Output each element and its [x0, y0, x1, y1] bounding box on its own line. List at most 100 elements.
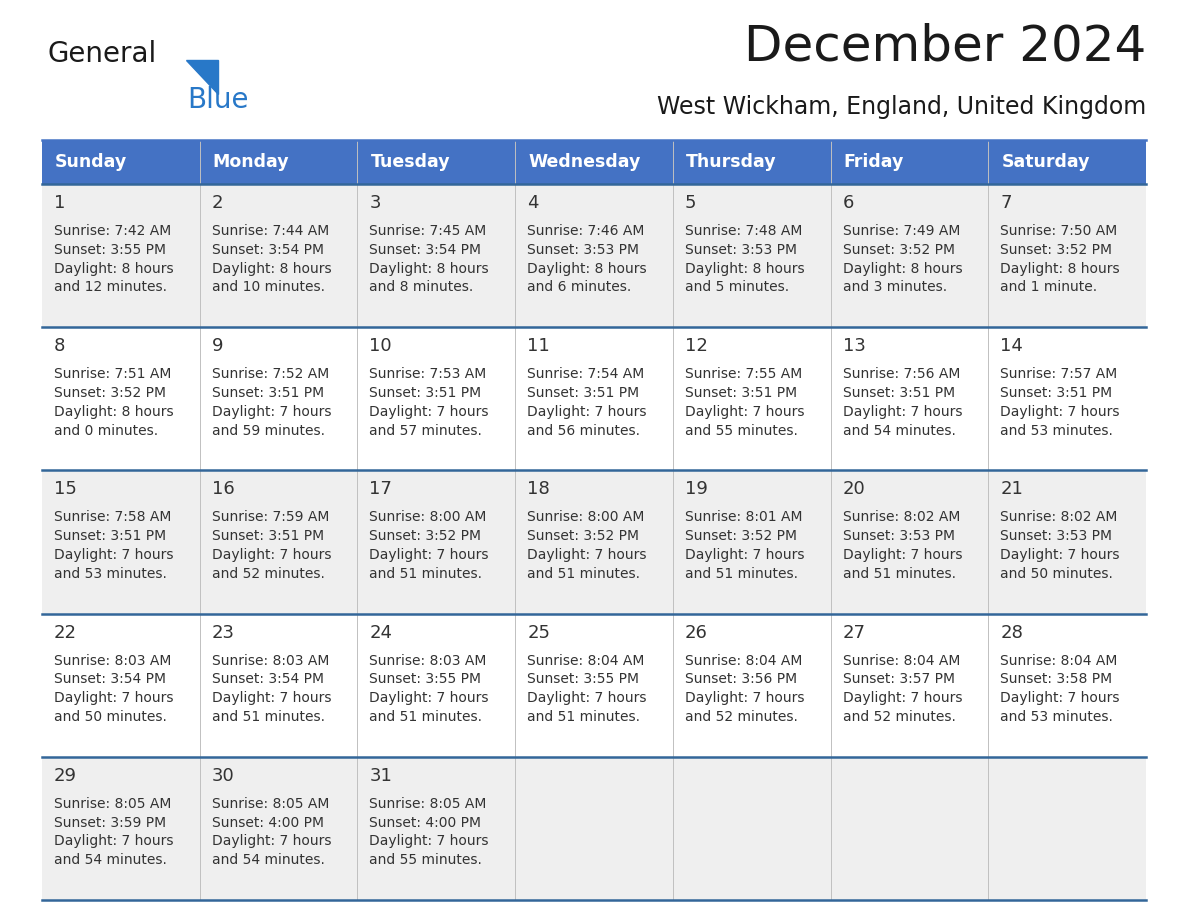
Text: Sunrise: 7:44 AM: Sunrise: 7:44 AM	[211, 224, 329, 238]
Text: Sunrise: 8:00 AM: Sunrise: 8:00 AM	[369, 510, 487, 524]
Text: 5: 5	[684, 194, 696, 212]
Text: Sunrise: 7:59 AM: Sunrise: 7:59 AM	[211, 510, 329, 524]
Text: Sunset: 3:55 PM: Sunset: 3:55 PM	[369, 672, 481, 687]
Text: Sunset: 3:59 PM: Sunset: 3:59 PM	[53, 815, 166, 830]
Text: and 3 minutes.: and 3 minutes.	[842, 280, 947, 295]
Text: Daylight: 7 hours: Daylight: 7 hours	[684, 691, 804, 705]
Text: Sunset: 4:00 PM: Sunset: 4:00 PM	[211, 815, 323, 830]
Text: Sunset: 3:58 PM: Sunset: 3:58 PM	[1000, 672, 1112, 687]
Text: and 57 minutes.: and 57 minutes.	[369, 423, 482, 438]
Text: Sunrise: 8:02 AM: Sunrise: 8:02 AM	[842, 510, 960, 524]
Text: Sunrise: 7:57 AM: Sunrise: 7:57 AM	[1000, 367, 1118, 381]
Text: Daylight: 8 hours: Daylight: 8 hours	[1000, 262, 1120, 275]
Text: Sunrise: 8:05 AM: Sunrise: 8:05 AM	[369, 797, 487, 811]
Text: Daylight: 7 hours: Daylight: 7 hours	[211, 405, 331, 419]
Text: 29: 29	[53, 767, 77, 785]
Text: Sunset: 3:52 PM: Sunset: 3:52 PM	[527, 529, 639, 543]
Text: Daylight: 8 hours: Daylight: 8 hours	[369, 262, 489, 275]
Text: Daylight: 7 hours: Daylight: 7 hours	[1000, 405, 1120, 419]
Text: Sunset: 3:52 PM: Sunset: 3:52 PM	[369, 529, 481, 543]
Text: and 54 minutes.: and 54 minutes.	[53, 853, 166, 868]
Text: Sunset: 3:51 PM: Sunset: 3:51 PM	[684, 386, 797, 400]
Text: 25: 25	[527, 623, 550, 642]
Text: Sunrise: 7:53 AM: Sunrise: 7:53 AM	[369, 367, 487, 381]
Text: 28: 28	[1000, 623, 1023, 642]
Text: and 1 minute.: and 1 minute.	[1000, 280, 1098, 295]
Text: and 12 minutes.: and 12 minutes.	[53, 280, 168, 295]
Text: Wednesday: Wednesday	[529, 153, 640, 171]
Text: Sunset: 3:54 PM: Sunset: 3:54 PM	[53, 672, 166, 687]
Text: and 50 minutes.: and 50 minutes.	[1000, 566, 1113, 581]
Text: Daylight: 7 hours: Daylight: 7 hours	[369, 834, 489, 848]
Text: and 52 minutes.: and 52 minutes.	[842, 710, 955, 724]
Text: 24: 24	[369, 623, 392, 642]
Text: and 0 minutes.: and 0 minutes.	[53, 423, 158, 438]
Text: Sunset: 3:52 PM: Sunset: 3:52 PM	[684, 529, 797, 543]
Text: Sunset: 3:51 PM: Sunset: 3:51 PM	[527, 386, 639, 400]
Text: and 8 minutes.: and 8 minutes.	[369, 280, 474, 295]
Text: Daylight: 7 hours: Daylight: 7 hours	[842, 405, 962, 419]
Text: Sunrise: 7:50 AM: Sunrise: 7:50 AM	[1000, 224, 1118, 238]
Text: 30: 30	[211, 767, 234, 785]
Text: Sunrise: 8:00 AM: Sunrise: 8:00 AM	[527, 510, 645, 524]
Text: Sunset: 3:51 PM: Sunset: 3:51 PM	[53, 529, 166, 543]
Text: and 59 minutes.: and 59 minutes.	[211, 423, 324, 438]
Text: Daylight: 7 hours: Daylight: 7 hours	[842, 691, 962, 705]
Text: 17: 17	[369, 480, 392, 498]
Text: 8: 8	[53, 337, 65, 355]
Text: Daylight: 7 hours: Daylight: 7 hours	[53, 691, 173, 705]
Text: Tuesday: Tuesday	[371, 153, 450, 171]
Text: and 51 minutes.: and 51 minutes.	[684, 566, 798, 581]
Text: Sunset: 3:56 PM: Sunset: 3:56 PM	[684, 672, 797, 687]
Text: Sunrise: 7:54 AM: Sunrise: 7:54 AM	[527, 367, 644, 381]
Text: 1: 1	[53, 194, 65, 212]
Text: Sunset: 3:51 PM: Sunset: 3:51 PM	[369, 386, 481, 400]
Text: and 54 minutes.: and 54 minutes.	[842, 423, 955, 438]
Text: 19: 19	[684, 480, 708, 498]
Text: 14: 14	[1000, 337, 1023, 355]
Text: Daylight: 8 hours: Daylight: 8 hours	[684, 262, 804, 275]
Text: and 50 minutes.: and 50 minutes.	[53, 710, 166, 724]
Text: 23: 23	[211, 623, 235, 642]
Text: and 53 minutes.: and 53 minutes.	[1000, 423, 1113, 438]
Text: and 51 minutes.: and 51 minutes.	[527, 566, 640, 581]
Text: Sunset: 3:54 PM: Sunset: 3:54 PM	[211, 672, 323, 687]
Text: Daylight: 7 hours: Daylight: 7 hours	[527, 548, 646, 562]
Text: 22: 22	[53, 623, 77, 642]
Text: Sunset: 3:57 PM: Sunset: 3:57 PM	[842, 672, 955, 687]
Text: 2: 2	[211, 194, 223, 212]
Text: 18: 18	[527, 480, 550, 498]
Text: and 53 minutes.: and 53 minutes.	[53, 566, 166, 581]
Text: Daylight: 7 hours: Daylight: 7 hours	[53, 834, 173, 848]
Text: 7: 7	[1000, 194, 1012, 212]
Text: Sunrise: 8:04 AM: Sunrise: 8:04 AM	[1000, 654, 1118, 667]
Text: Sunrise: 8:03 AM: Sunrise: 8:03 AM	[369, 654, 487, 667]
Text: 3: 3	[369, 194, 381, 212]
Text: and 53 minutes.: and 53 minutes.	[1000, 710, 1113, 724]
Text: Sunset: 3:52 PM: Sunset: 3:52 PM	[842, 242, 955, 257]
Text: and 54 minutes.: and 54 minutes.	[211, 853, 324, 868]
Text: Friday: Friday	[843, 153, 904, 171]
Text: Daylight: 7 hours: Daylight: 7 hours	[684, 548, 804, 562]
Text: Sunset: 3:55 PM: Sunset: 3:55 PM	[53, 242, 166, 257]
Text: Daylight: 7 hours: Daylight: 7 hours	[527, 691, 646, 705]
Text: 16: 16	[211, 480, 234, 498]
Text: Sunrise: 8:02 AM: Sunrise: 8:02 AM	[1000, 510, 1118, 524]
Text: Daylight: 7 hours: Daylight: 7 hours	[842, 548, 962, 562]
Text: 13: 13	[842, 337, 865, 355]
Text: Daylight: 7 hours: Daylight: 7 hours	[1000, 548, 1120, 562]
Text: Daylight: 8 hours: Daylight: 8 hours	[53, 405, 173, 419]
Text: Sunset: 3:52 PM: Sunset: 3:52 PM	[53, 386, 166, 400]
Text: Daylight: 7 hours: Daylight: 7 hours	[684, 405, 804, 419]
Text: Sunrise: 8:03 AM: Sunrise: 8:03 AM	[211, 654, 329, 667]
Text: General: General	[48, 40, 157, 68]
Polygon shape	[187, 60, 219, 94]
Text: Sunrise: 7:46 AM: Sunrise: 7:46 AM	[527, 224, 645, 238]
Text: and 5 minutes.: and 5 minutes.	[684, 280, 789, 295]
Text: West Wickham, England, United Kingdom: West Wickham, England, United Kingdom	[657, 95, 1146, 119]
Bar	[42, 327, 1146, 470]
Text: Monday: Monday	[213, 153, 290, 171]
Bar	[42, 613, 1146, 756]
Text: and 55 minutes.: and 55 minutes.	[369, 853, 482, 868]
Text: and 6 minutes.: and 6 minutes.	[527, 280, 631, 295]
